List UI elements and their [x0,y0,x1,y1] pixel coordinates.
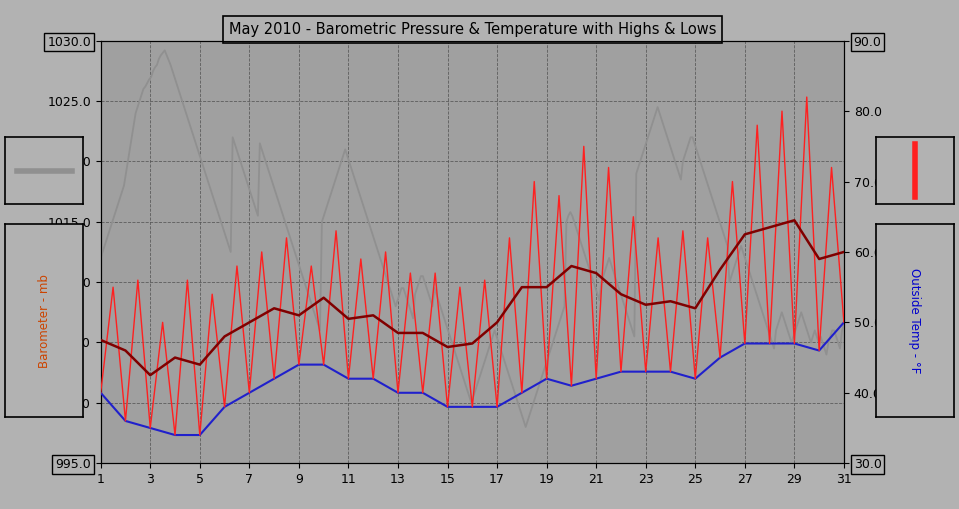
Text: Outside Temp - °F: Outside Temp - °F [908,268,922,374]
Text: Barometer - mb: Barometer - mb [37,274,51,367]
Title: May 2010 - Barometric Pressure & Temperature with Highs & Lows: May 2010 - Barometric Pressure & Tempera… [228,22,716,37]
